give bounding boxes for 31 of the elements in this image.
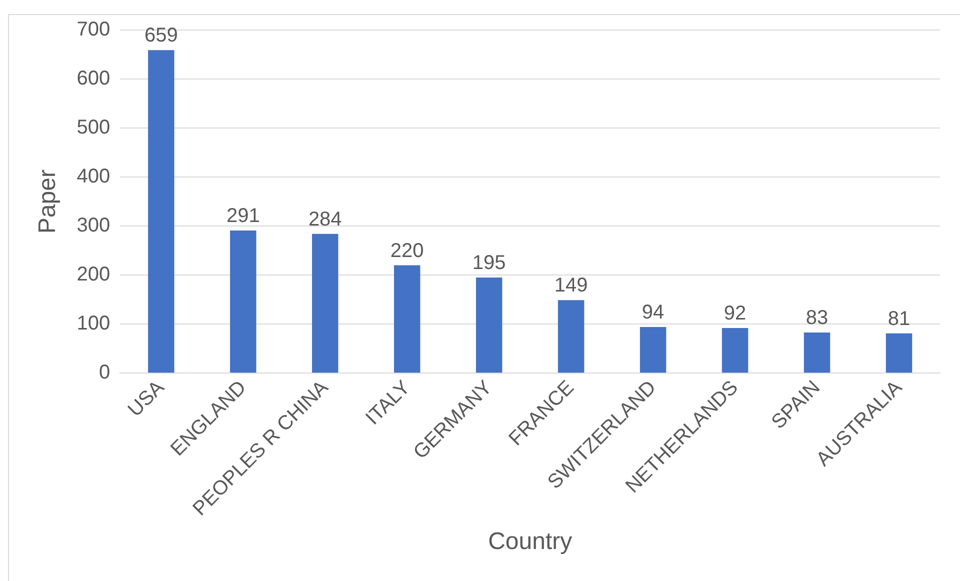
y-tick-label: 500	[76, 116, 110, 139]
y-tick-label: 600	[76, 68, 110, 90]
data-label: 83	[806, 306, 828, 329]
y-axis-title: Paper	[34, 170, 62, 234]
bar	[394, 265, 420, 373]
bar	[230, 230, 256, 373]
y-tick-label: 300	[76, 214, 110, 237]
bar	[804, 332, 830, 373]
bar	[476, 278, 502, 373]
bar	[558, 300, 584, 373]
data-label: 291	[226, 205, 260, 227]
data-label: 220	[390, 240, 424, 262]
x-axis-title: Country	[488, 528, 572, 556]
x-tick-label: USA	[124, 376, 170, 422]
bar	[148, 50, 174, 373]
data-label: 149	[554, 274, 588, 297]
y-tick-label: 200	[76, 264, 110, 286]
bar	[722, 328, 748, 373]
data-label: 94	[642, 302, 664, 324]
y-tick-label: 100	[76, 312, 110, 335]
data-label: 81	[888, 308, 910, 330]
bar	[886, 333, 912, 373]
y-tick-label: 0	[99, 362, 110, 384]
y-tick-label: 400	[76, 166, 110, 188]
bar	[312, 234, 338, 373]
data-label: 92	[724, 302, 746, 325]
data-label: 659	[144, 24, 178, 47]
data-label: 195	[472, 252, 506, 274]
bar	[640, 327, 666, 373]
data-label: 284	[308, 208, 342, 230]
y-tick-label: 700	[76, 18, 110, 41]
